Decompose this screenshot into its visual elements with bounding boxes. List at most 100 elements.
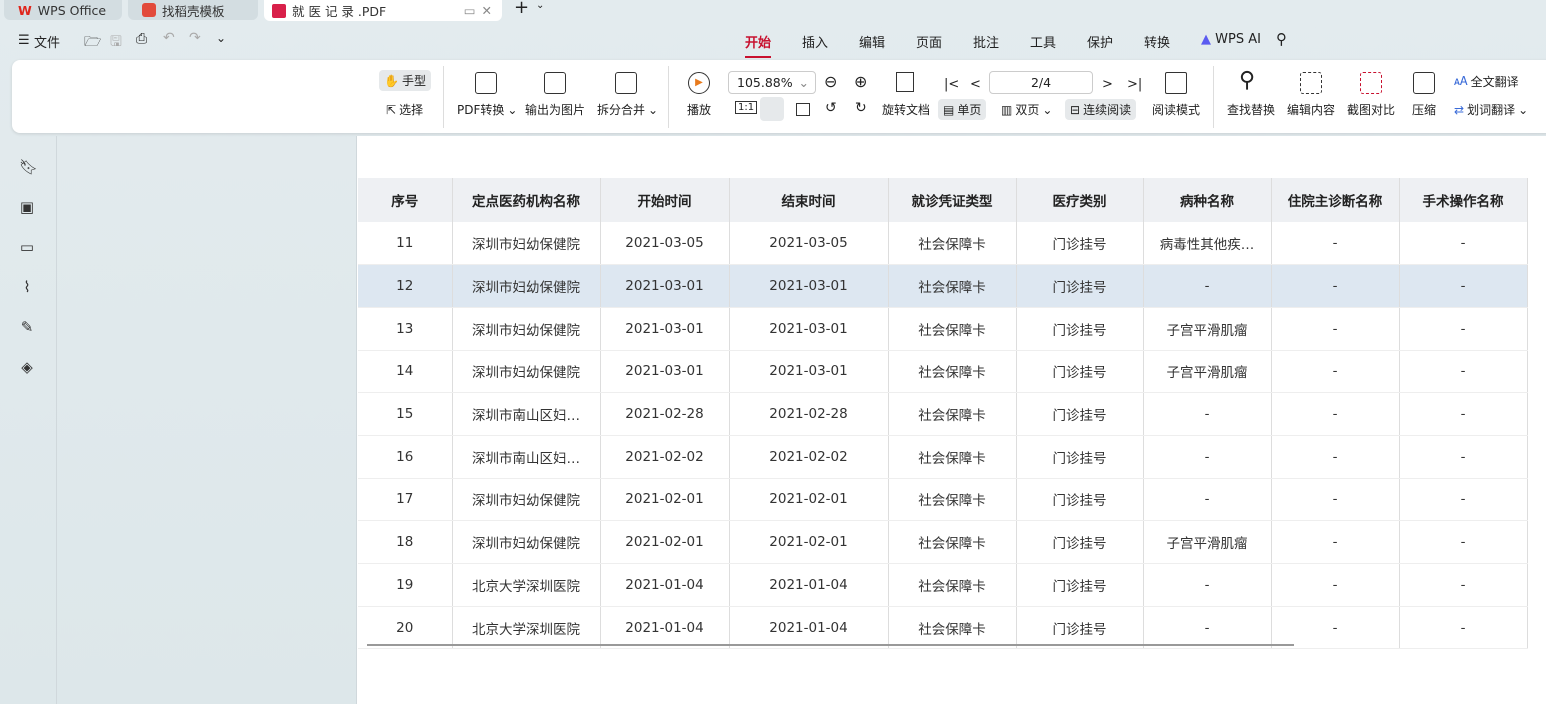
table-cell: - xyxy=(1143,478,1272,522)
compress-button[interactable]: 压缩 xyxy=(1412,103,1437,117)
table-cell: 2021-02-28 xyxy=(729,392,889,436)
rotate-document-button[interactable]: 旋转文档 xyxy=(882,103,931,117)
table-cell: 17 xyxy=(358,478,453,522)
table-cell: 社会保障卡 xyxy=(888,563,1017,607)
table-row[interactable]: 17 深圳市妇幼保健院 2021-02-01 2021-02-01 社会保障卡 门诊挂号 -… xyxy=(358,478,1528,522)
menu-convert[interactable]: 转换 xyxy=(1144,36,1171,51)
column-header: 定点医药机构名称 xyxy=(452,178,601,222)
chevron-down-icon: ⌄ xyxy=(798,75,809,90)
rotate-left-icon[interactable]: ↺ xyxy=(825,100,837,116)
open-folder-icon[interactable]: 🗁 xyxy=(84,34,102,50)
table-cell: 社会保障卡 xyxy=(888,392,1017,436)
table-cell: 门诊挂号 xyxy=(1016,350,1144,394)
more-chevron-icon[interactable]: ⌄ xyxy=(216,31,227,45)
prev-page-icon[interactable]: < xyxy=(970,77,981,92)
new-tab-icon[interactable]: + xyxy=(514,0,530,18)
file-menu[interactable]: 文件 xyxy=(34,36,61,51)
zoom-out-icon[interactable]: ⊖ xyxy=(824,72,838,91)
zoom-in-icon[interactable]: ⊕ xyxy=(854,72,868,91)
close-icon[interactable]: ✕ xyxy=(481,3,492,18)
screenshot-compare-button[interactable]: 截图对比 xyxy=(1347,103,1396,117)
table-cell: 12 xyxy=(358,264,453,308)
table-cell: 子宫平滑肌瘤 xyxy=(1143,307,1272,351)
next-page-icon[interactable]: > xyxy=(1102,77,1113,92)
zoom-select[interactable]: 105.88% ⌄ xyxy=(728,71,816,94)
column-header: 结束时间 xyxy=(729,178,889,222)
find-replace-button[interactable]: 查找替换 xyxy=(1227,103,1276,117)
cursor-icon: ⇱ xyxy=(386,102,397,117)
table-cell: - xyxy=(1399,264,1528,308)
full-translate-button[interactable]: 🗚 全文翻译 xyxy=(1454,74,1519,89)
menu-annotate[interactable]: 批注 xyxy=(973,36,1000,51)
menu-icon[interactable]: ☰ xyxy=(18,33,30,48)
table-cell: 20 xyxy=(358,606,453,650)
search-icon[interactable]: ⚲ xyxy=(1276,30,1287,48)
table-cell: - xyxy=(1399,606,1528,650)
table-row[interactable]: 13 深圳市妇幼保健院 2021-03-01 2021-03-01 社会保障卡 门诊挂号子… xyxy=(358,307,1528,351)
comment-icon[interactable]: ▭ xyxy=(19,238,35,256)
table-cell: 门诊挂号 xyxy=(1016,264,1144,308)
table-cell: - xyxy=(1271,606,1400,650)
chevron-down-icon[interactable]: ⌄ xyxy=(536,0,545,11)
table-row[interactable]: 20 北京大学深圳医院 2021-01-04 2021-01-04 社会保障卡 门诊挂号 -… xyxy=(358,606,1528,650)
table-row[interactable]: 14 深圳市妇幼保健院 2021-03-01 2021-03-01 社会保障卡 门诊挂号子… xyxy=(358,350,1528,394)
pdf-to-word-icon xyxy=(475,72,497,94)
signature-icon[interactable]: ✎ xyxy=(20,318,34,336)
thumbnail-icon[interactable]: ▣ xyxy=(19,198,35,216)
compress-icon xyxy=(1413,72,1435,94)
tab-docer[interactable]: 找稻壳模板 xyxy=(128,0,258,20)
attachment-icon[interactable]: ⌇ xyxy=(23,278,31,296)
layers-icon[interactable]: ◈ xyxy=(21,358,33,376)
menu-start[interactable]: 开始 xyxy=(745,32,772,58)
menu-edit[interactable]: 编辑 xyxy=(859,36,886,51)
play-button[interactable]: 播放 xyxy=(687,103,712,117)
print-icon[interactable]: ⎙ xyxy=(136,31,148,47)
redo-icon[interactable]: ↷ xyxy=(189,30,201,46)
rotate-right-icon[interactable]: ↻ xyxy=(855,100,867,116)
table-row[interactable]: 15 深圳市南山区妇… 2021-02-28 2021-02-28 社会保障卡 门诊挂号 -… xyxy=(358,392,1528,436)
menu-page[interactable]: 页面 xyxy=(916,36,943,51)
word-translate-button[interactable]: ⇄ 划词翻译 ⌄ xyxy=(1454,102,1529,118)
table-row[interactable]: 12 深圳市妇幼保健院 2021-03-01 2021-03-01 社会保障卡 门诊挂号 -… xyxy=(358,264,1528,308)
pdf-icon xyxy=(272,3,286,18)
export-image-button[interactable]: 输出为图片 xyxy=(525,103,586,117)
menu-tools[interactable]: 工具 xyxy=(1030,36,1057,51)
last-page-icon[interactable]: >| xyxy=(1127,77,1143,92)
select-tool-button[interactable]: ⇱ 选择 xyxy=(386,102,424,118)
table-cell: 社会保障卡 xyxy=(888,478,1017,522)
table-cell: - xyxy=(1143,606,1272,650)
table-cell: 门诊挂号 xyxy=(1016,307,1144,351)
tab-wps-office[interactable]: W WPS Office xyxy=(4,0,122,20)
edit-content-button[interactable]: 编辑内容 xyxy=(1287,103,1336,117)
table-row[interactable]: 16 深圳市南山区妇… 2021-02-02 2021-02-02 社会保障卡 门诊挂号 -… xyxy=(358,435,1528,479)
continuous-read-button[interactable]: ⊟ 连续阅读 xyxy=(1065,99,1137,120)
double-page-button[interactable]: ▥ 双页 ⌄ xyxy=(1001,102,1053,118)
table-cell: - xyxy=(1399,520,1528,564)
split-merge-button[interactable]: 拆分合并 ⌄ xyxy=(597,102,659,118)
save-icon[interactable]: 🖫 xyxy=(110,34,122,50)
table-row[interactable]: 18 深圳市妇幼保健院 2021-02-01 2021-02-01 社会保障卡 门诊挂号子… xyxy=(358,520,1528,564)
hand-icon: ✋ xyxy=(384,73,399,88)
actual-size-icon[interactable]: 1:1 xyxy=(735,101,758,114)
pdf-convert-button[interactable]: PDF转换 ⌄ xyxy=(457,102,518,118)
menu-protect[interactable]: 保护 xyxy=(1087,36,1114,51)
menu-wps-ai[interactable]: ▲ WPS AI xyxy=(1201,32,1261,47)
table-cell: 2021-01-04 xyxy=(600,606,730,650)
read-mode-button[interactable]: 阅读模式 xyxy=(1152,103,1201,117)
table-row[interactable]: 11 深圳市妇幼保健院 2021-03-05 2021-03-05 社会保障卡 门诊挂号病… xyxy=(358,222,1528,266)
page-number-input[interactable]: 2/4 xyxy=(989,71,1093,94)
single-page-button[interactable]: ▤ 单页 xyxy=(938,99,987,120)
table-cell: - xyxy=(1399,563,1528,607)
menu-insert[interactable]: 插入 xyxy=(802,36,829,51)
table-cell: 社会保障卡 xyxy=(888,606,1017,650)
tab-pdf-document[interactable]: 就 医 记 录 .PDF ▭ ✕ xyxy=(264,0,502,21)
first-page-icon[interactable]: |< xyxy=(944,77,960,92)
table-cell: 子宫平滑肌瘤 xyxy=(1143,520,1272,564)
bookmark-icon[interactable]: 🔖︎ xyxy=(19,158,39,176)
window-icon[interactable]: ▭ xyxy=(463,3,476,18)
fit-page-icon[interactable] xyxy=(760,97,784,121)
undo-icon[interactable]: ↶ xyxy=(163,30,175,46)
table-row[interactable]: 19 北京大学深圳医院 2021-01-04 2021-01-04 社会保障卡 门诊挂号 -… xyxy=(358,563,1528,607)
fit-width-icon[interactable] xyxy=(796,103,810,116)
hand-tool-button[interactable]: ✋ 手型 xyxy=(379,70,431,91)
